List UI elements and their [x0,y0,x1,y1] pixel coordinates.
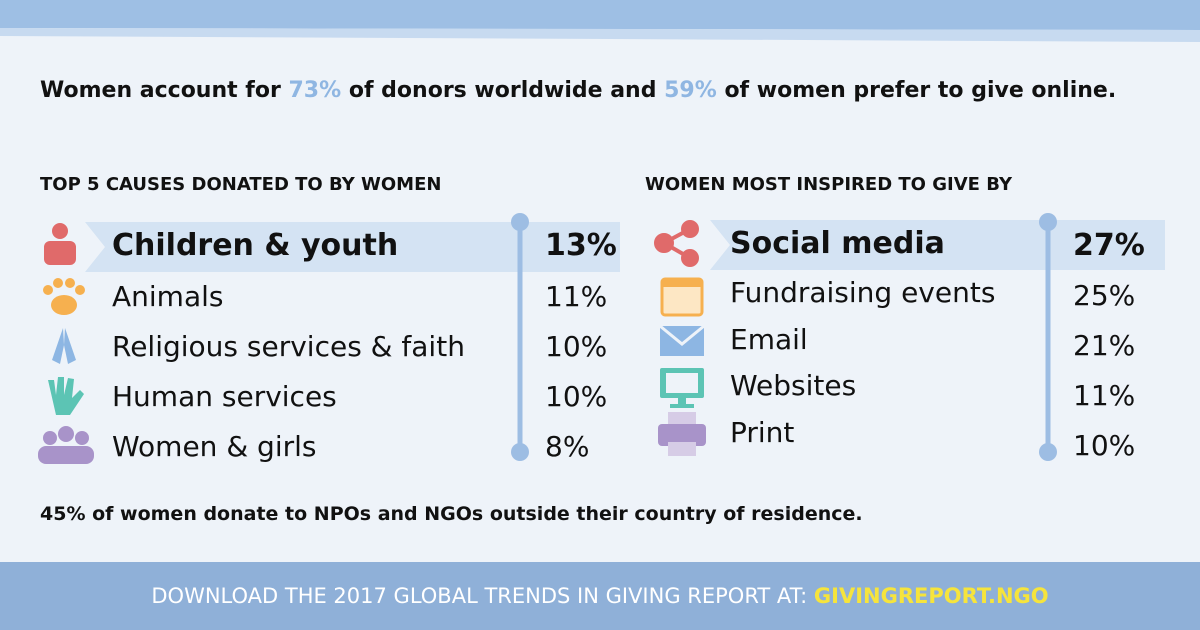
icon-print [658,412,706,456]
item-value: 13% [545,228,617,263]
note: 45% of women donate to NPOs and NGOs out… [40,503,863,525]
icon-women [38,426,94,464]
section-title: TOP 5 CAUSES DONATED TO BY WOMEN [40,174,442,195]
footer-text: DOWNLOAD THE 2017 GLOBAL TRENDS IN GIVIN… [0,584,1200,608]
headline: Women account for 73% of donors worldwid… [40,72,1120,110]
item-value: 27% [1073,228,1145,263]
divider-end [1039,213,1057,231]
section-title: WOMEN MOST INSPIRED TO GIVE BY [645,174,1012,195]
item-value: 11% [1073,379,1136,412]
icon-social [654,220,699,267]
item-value: 10% [545,330,608,363]
footer: DOWNLOAD THE 2017 GLOBAL TRENDS IN GIVIN… [0,562,1200,630]
highlight-figure: 73% [288,78,342,103]
top-stripe [0,28,1200,42]
item-value: 25% [1073,279,1136,312]
icon-events [660,277,704,317]
headline-text: Women account for [40,78,289,103]
icon-animals [43,278,85,315]
item-label: Social media [730,226,945,261]
icon-human [48,377,84,415]
divider-end [511,443,529,461]
item-label: Animals [112,280,224,313]
headline-text: of women prefer to give online. [716,78,1117,103]
icon-children [44,223,76,265]
footer-link[interactable]: GIVINGREPORT.NGO [813,584,1049,608]
item-value: 8% [545,430,590,463]
item-label: Children & youth [112,228,399,263]
top-banner [0,0,1200,30]
footer-label: DOWNLOAD THE 2017 GLOBAL TRENDS IN GIVIN… [151,584,814,608]
item-label: Women & girls [112,430,317,463]
highlight-band [710,220,1165,270]
item-label: Religious services & faith [112,330,465,363]
highlight-figure: 59% [664,78,717,103]
icon-religious [52,328,76,364]
divider-end [1039,443,1057,461]
item-label: Human services [112,380,337,413]
item-label: Fundraising events [730,276,996,309]
icon-email [659,324,705,356]
item-label: Print [730,416,795,449]
divider-end [511,213,529,231]
item-value: 10% [545,380,608,413]
item-value: 11% [545,280,608,313]
headline-text: of donors worldwide and [341,78,665,103]
item-value: 21% [1073,329,1136,362]
item-label: Websites [730,369,857,402]
item-label: Email [730,323,808,356]
highlight-band [85,222,620,272]
icon-websites [660,368,704,408]
item-value: 10% [1073,429,1136,462]
